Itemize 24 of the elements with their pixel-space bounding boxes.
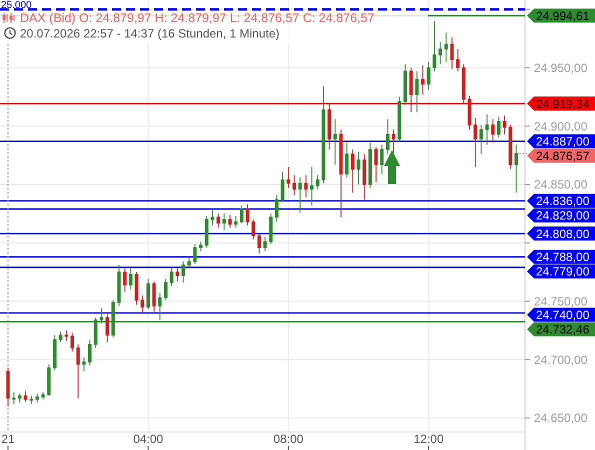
ref-line-label: 24.829,00	[536, 208, 590, 223]
y-tick-label: 24.750,00	[534, 294, 588, 308]
ref-line-label: 24.887,00	[536, 134, 590, 149]
y-tick-label: 24.850,00	[534, 178, 588, 192]
x-tick-label: 12:00	[414, 432, 444, 446]
ref-line-label: 24.779,00	[536, 264, 590, 279]
x-tick-label: 21	[1, 432, 15, 446]
y-tick-label: 24.950,00	[534, 60, 588, 75]
ref-line-label: 24.788,00	[536, 250, 590, 264]
y-tick-label: 24.700,00	[534, 352, 588, 367]
ref-line-label: 24.836,00	[536, 194, 590, 208]
y-tick-label: 24.900,00	[534, 119, 588, 134]
x-tick-label: 04:00	[133, 432, 164, 446]
text: DAX (Bid) O: 24.879,97 H: 24.879,97 L: 24.876,57 C: 24.876,57	[20, 11, 374, 25]
ref-line-label: 24.919,34	[536, 96, 590, 111]
ref-line-label: 24.994,61	[536, 8, 590, 23]
ref-line-label: 25.000	[1, 0, 32, 11]
y-tick-label: 24.650,00	[534, 411, 588, 426]
ref-line-label: 24.740,00	[536, 308, 590, 322]
ref-line-label: 24.808,00	[536, 226, 590, 241]
annotation: 24.876,57	[536, 149, 590, 164]
text: 20.07.2026 22:57 - 14:37 (16 Stunden, 1 Minute)	[20, 26, 280, 40]
x-tick-label: 08:00	[273, 432, 304, 446]
ref-line-label: 24.732,46	[536, 322, 590, 337]
